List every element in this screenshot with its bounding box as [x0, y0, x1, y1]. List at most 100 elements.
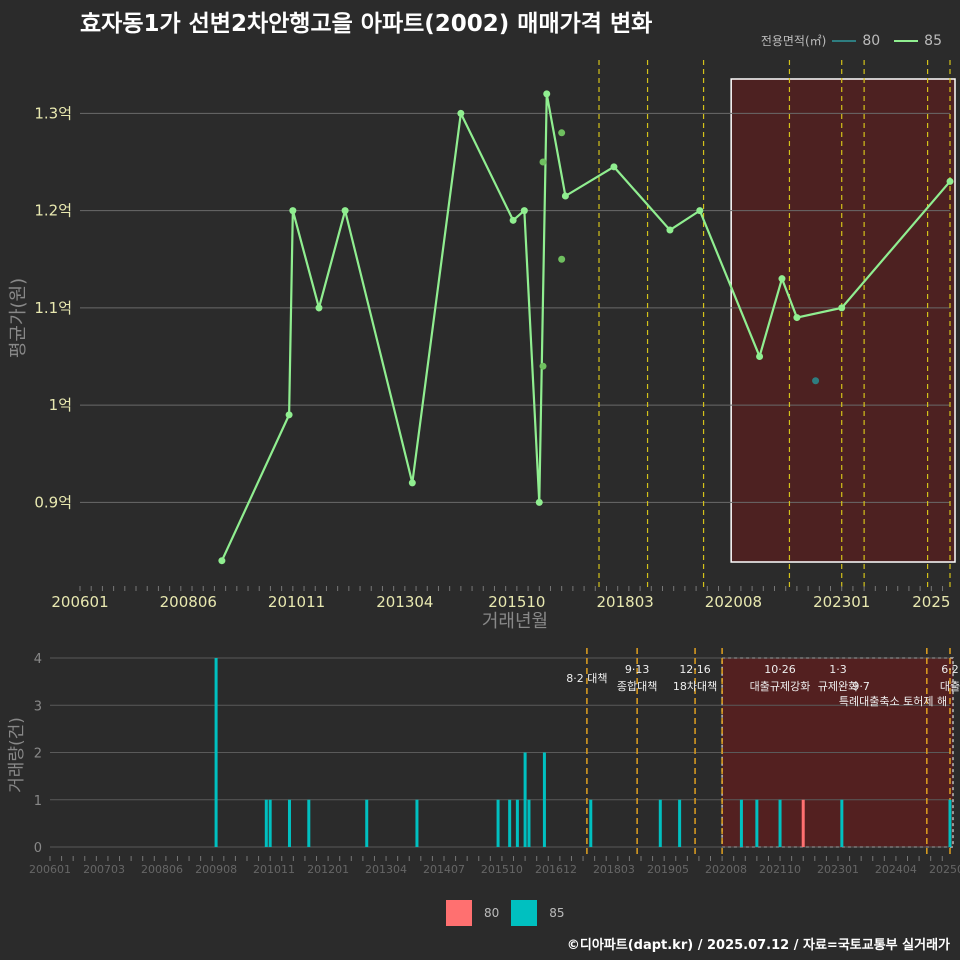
- volume-bar-85: [508, 799, 512, 847]
- legend-top: 전용면적(㎡) 80 85: [761, 32, 950, 49]
- volume-x-tick-label: 201803: [593, 863, 635, 876]
- volume-bar-85: [778, 799, 782, 847]
- volume-bar-85: [948, 799, 952, 847]
- data-point-85: [838, 304, 846, 312]
- data-point-85: [408, 479, 416, 487]
- data-point-85: [341, 207, 349, 215]
- data-point-85: [539, 158, 547, 166]
- volume-bar-chart: 0 1 2 3 4 8·2 대책 9·13 종합대책 12·16 18차대책 10·26 대출규제강화…: [7, 648, 960, 876]
- data-point-85: [543, 90, 551, 98]
- volume-x-tick-label: 202008: [705, 863, 747, 876]
- volume-bar-80: [801, 799, 805, 847]
- data-point-85: [285, 411, 293, 419]
- legend-bottom-85-swatch: [511, 900, 538, 926]
- data-point-85: [520, 207, 528, 215]
- legend-bottom: 80 85: [446, 900, 565, 926]
- y-tick-label: 0.9억: [34, 493, 72, 511]
- y-axis-title: 평균가(원): [8, 278, 29, 358]
- data-point-85: [610, 163, 618, 171]
- volume-x-tick-label: 200601: [29, 863, 71, 876]
- price-line-chart: 0.9억 1억 1.1억 1.2억 1.3억 200601 200806 201011 2013…: [8, 60, 956, 632]
- legend-80-label: 80: [862, 32, 881, 49]
- volume-bar-85: [658, 799, 662, 847]
- legend-bottom-80-label: 80: [484, 906, 500, 920]
- volume-x-tick-label: 201304: [365, 863, 407, 876]
- volume-x-tick-label: 201011: [253, 863, 295, 876]
- volume-x-tick-label: 201612: [535, 863, 577, 876]
- volume-bar-85: [542, 752, 546, 847]
- policy-annotation-date: 1·3: [829, 663, 847, 676]
- data-point-85: [666, 226, 674, 234]
- x-tick-label: 202008: [705, 593, 762, 611]
- volume-bar-85: [589, 799, 593, 847]
- volume-bar-85: [268, 799, 272, 847]
- x-tick-label: 2025: [912, 593, 950, 611]
- data-point-85: [315, 304, 323, 312]
- highlight-region: [730, 78, 956, 563]
- x-tick-label: 200601: [51, 593, 108, 611]
- legend-bottom-80-swatch: [446, 900, 472, 926]
- chart-title: 효자동1가 선변2차안행고을 아파트(2002) 매매가격 변화: [80, 11, 653, 37]
- x-tick-label: 201304: [376, 593, 433, 611]
- y-tick-label: 1.1억: [34, 299, 72, 317]
- legend-85-label: 85: [924, 32, 942, 49]
- volume-x-tick-label: 202110: [759, 863, 801, 876]
- volume-x-tick-label: 201510: [481, 863, 523, 876]
- x-tick-label: 201510: [488, 593, 545, 611]
- policy-annotation-label: 종합대책: [617, 680, 657, 693]
- data-point-85: [561, 192, 569, 200]
- volume-y-axis-title: 거래량(건): [7, 717, 27, 793]
- volume-x-tick-label: 201407: [423, 863, 465, 876]
- volume-y-tick-label: 0: [34, 841, 42, 856]
- volume-y-tick-label: 1: [34, 794, 42, 809]
- data-point-80: [812, 377, 820, 385]
- y-tick-label: 1.3억: [34, 104, 72, 122]
- volume-x-tick-label: 202404: [875, 863, 917, 876]
- credit-text: ©디아파트(dapt.kr) / 2025.07.12 / 자료=국토교통부 실…: [566, 938, 950, 953]
- volume-y-tick-label: 2: [34, 747, 42, 762]
- volume-bar-85: [214, 658, 218, 847]
- data-point-85: [509, 216, 517, 224]
- data-point-85: [696, 207, 704, 215]
- policy-annotation-label: 18차대책: [673, 680, 717, 693]
- legend-title: 전용면적(㎡): [760, 34, 827, 48]
- policy-annotation-label: 9·7: [852, 680, 870, 693]
- volume-bar-85: [307, 799, 311, 847]
- data-point-85: [218, 557, 226, 565]
- volume-bar-85: [287, 799, 291, 847]
- y-tick-label: 1억: [49, 396, 72, 414]
- volume-bar-85: [415, 799, 419, 847]
- volume-x-tick-label: 200908: [195, 863, 237, 876]
- volume-bar-85: [840, 799, 844, 847]
- volume-x-tick-label: 202506: [929, 863, 960, 876]
- policy-annotation-label: 규제완화: [818, 680, 858, 693]
- volume-y-tick-label: 4: [34, 652, 42, 667]
- volume-bar-85: [365, 799, 369, 847]
- y-tick-label: 1.2억: [34, 202, 72, 220]
- policy-annotation-date: 10·26: [764, 663, 796, 676]
- data-point-85: [756, 352, 764, 360]
- series-line-85: [220, 93, 951, 562]
- volume-bar-85: [496, 799, 500, 847]
- volume-bar-85: [755, 799, 759, 847]
- policy-annotation-label: 대출규제강화: [750, 680, 811, 693]
- volume-bar-85: [527, 799, 531, 847]
- volume-y-tick-label: 3: [34, 699, 42, 714]
- volume-x-tick-label: 202301: [817, 863, 859, 876]
- policy-annotation-date: 9·13: [625, 663, 650, 676]
- volume-x-tick-label: 200703: [83, 863, 125, 876]
- volume-bar-85: [515, 799, 519, 847]
- data-point-85: [457, 109, 465, 117]
- x-axis-title: 거래년월: [482, 611, 548, 632]
- legend-85-swatch: [894, 39, 919, 42]
- policy-annotation-label: 대출: [940, 680, 960, 693]
- data-point-85: [558, 129, 566, 137]
- volume-bar-85: [523, 752, 527, 847]
- data-point-85: [558, 255, 566, 263]
- policy-annotation-label: 8·2 대책: [566, 672, 607, 685]
- volume-bar-85: [739, 799, 743, 847]
- x-tick-label: 200806: [160, 593, 217, 611]
- x-tick-label: 201011: [268, 593, 325, 611]
- legend-bottom-85-label: 85: [549, 906, 565, 920]
- data-point-85: [946, 177, 954, 185]
